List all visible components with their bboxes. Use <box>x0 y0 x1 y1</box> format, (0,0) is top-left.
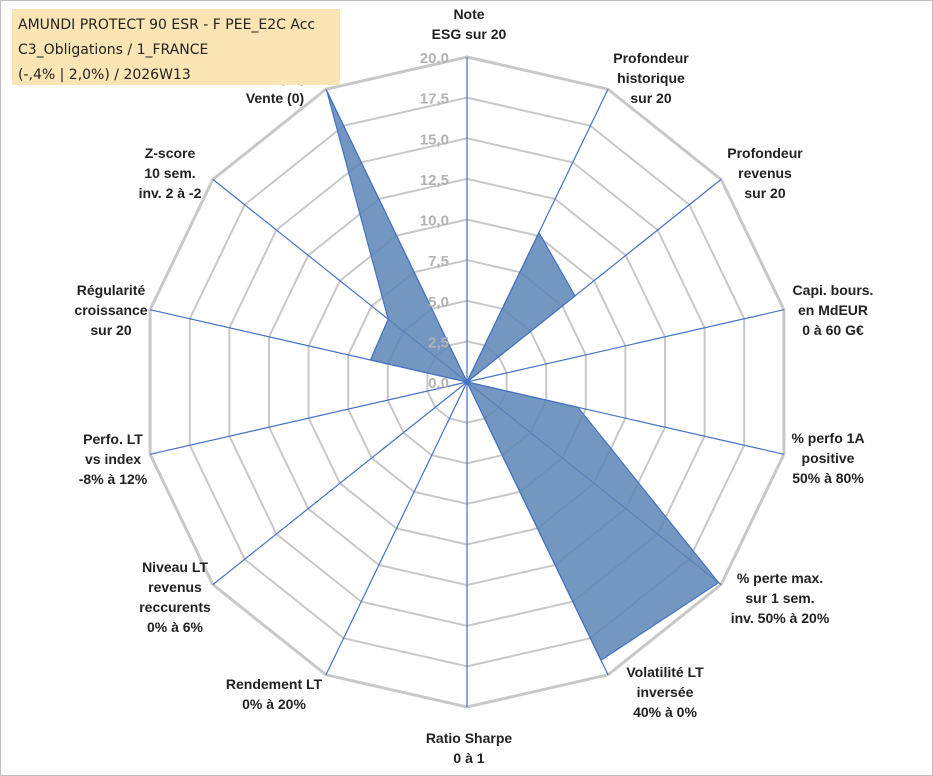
axis-label-0-line-1: ESG sur 20 <box>432 26 507 42</box>
axis-label-7-line-1: 0 à 1 <box>453 750 484 766</box>
axis-label-1: Profondeur historique sur 20 <box>613 50 689 106</box>
axis-label-10: Perfo. LT vs index -8% à 12% <box>79 431 148 487</box>
axis-label-9: Niveau LT revenus reccurents 0% à 6% <box>139 559 211 635</box>
fund-info-box: AMUNDI PROTECT 90 ESR - F PEE_E2C Acc C3… <box>12 9 340 85</box>
fund-category: C3_Obligations / 1_FRANCE <box>18 42 209 58</box>
spoke-3 <box>466 309 785 383</box>
axis-label-4-line-0: % perfo 1A <box>791 430 864 446</box>
axis-label-10-line-2: -8% à 12% <box>79 471 148 487</box>
spoke-9 <box>212 381 468 586</box>
fund-stats: (-,4% | 2,0%) / 2026W13 <box>18 67 191 83</box>
axis-label-0-line-0: Note <box>453 6 484 22</box>
tick-layer: 0,0 2,5 5,0 7,5 10,0 12,5 15,0 17,5 20,0 <box>420 50 449 392</box>
axis-label-3-line-2: 0 à 60 G€ <box>802 322 864 338</box>
label-layer: Note ESG sur 20 Profondeur historique sur 20… <box>74 6 873 766</box>
axis-label-2-line-2: sur 20 <box>744 185 785 201</box>
axis-label-12-line-2: inv. 2 à -2 <box>139 185 202 201</box>
axis-label-13-line-2: Vente (0) <box>246 90 304 106</box>
axis-label-5-line-1: sur 1 sem. <box>745 590 814 606</box>
axis-label-1-line-2: sur 20 <box>630 90 671 106</box>
axis-label-9-line-1: revenus <box>148 579 202 595</box>
axis-label-11-line-0: Régularité <box>77 282 146 298</box>
axis-label-9-line-2: reccurents <box>139 599 211 615</box>
axis-label-4-line-1: positive <box>802 450 855 466</box>
axis-label-8-line-0: Rendement LT <box>226 676 323 692</box>
axis-label-6-line-0: Volatilité LT <box>626 664 704 680</box>
tick-label-3: 7,5 <box>428 253 449 270</box>
fund-name: AMUNDI PROTECT 90 ESR - F PEE_E2C Acc <box>18 17 316 33</box>
axis-label-9-line-0: Niveau LT <box>142 559 208 575</box>
series-layer <box>326 90 720 662</box>
tick-label-5: 12,5 <box>420 172 449 189</box>
axis-label-12: Z-score 10 sem. inv. 2 à -2 <box>139 145 202 201</box>
tick-label-8: 20,0 <box>420 50 449 67</box>
axis-label-6-line-2: 40% à 0% <box>633 704 697 720</box>
axis-label-9-line-3: 0% à 6% <box>147 619 204 635</box>
axis-label-2-line-0: Profondeur <box>727 145 803 161</box>
axis-label-5: % perte max. sur 1 sem. inv. 50% à 20% <box>731 570 830 626</box>
tick-label-2: 5,0 <box>428 294 449 311</box>
axis-label-3-line-0: Capi. bours. <box>793 282 874 298</box>
axis-label-6-line-1: inversée <box>637 684 694 700</box>
axis-label-7: Ratio Sharpe 0 à 1 <box>426 730 513 766</box>
axis-label-0: Note ESG sur 20 <box>432 6 507 42</box>
axis-label-5-line-2: inv. 50% à 20% <box>731 610 830 626</box>
tick-label-1: 2,5 <box>428 334 449 351</box>
axis-label-4-line-2: 50% à 80% <box>792 470 864 486</box>
axis-label-12-line-0: Z-score <box>145 145 196 161</box>
axis-label-8: Rendement LT 0% à 20% <box>226 676 323 712</box>
axis-label-6: Volatilité LT inversée 40% à 0% <box>626 664 704 720</box>
axis-label-10-line-1: vs index <box>85 451 141 467</box>
axis-label-1-line-0: Profondeur <box>613 50 689 66</box>
axis-label-1-line-1: historique <box>617 70 685 86</box>
tick-label-0: 0,0 <box>428 375 449 392</box>
tick-label-4: 10,0 <box>420 213 449 230</box>
axis-label-8-line-1: 0% à 20% <box>242 696 306 712</box>
tick-label-7: 17,5 <box>420 91 449 108</box>
axis-label-3: Capi. bours. en MdEUR 0 à 60 G€ <box>793 282 874 338</box>
axis-label-2: Profondeur revenus sur 20 <box>727 145 803 201</box>
series-area <box>326 90 720 662</box>
tick-label-6: 15,0 <box>420 131 449 148</box>
spoke-8 <box>325 381 468 676</box>
axis-label-11: Régularité croissance sur 20 <box>74 282 147 338</box>
axis-label-12-line-1: 10 sem. <box>144 165 195 181</box>
axis-label-7-line-0: Ratio Sharpe <box>426 730 513 746</box>
axis-label-10-line-0: Perfo. LT <box>83 431 143 447</box>
axis-label-4: % perfo 1A positive 50% à 80% <box>791 430 864 486</box>
axis-label-5-line-0: % perte max. <box>737 570 823 586</box>
spoke-10 <box>149 381 468 455</box>
axis-label-11-line-2: sur 20 <box>90 322 131 338</box>
axis-label-2-line-1: revenus <box>738 165 792 181</box>
axis-label-11-line-1: croissance <box>74 302 147 318</box>
axis-label-3-line-1: en MdEUR <box>798 302 868 318</box>
